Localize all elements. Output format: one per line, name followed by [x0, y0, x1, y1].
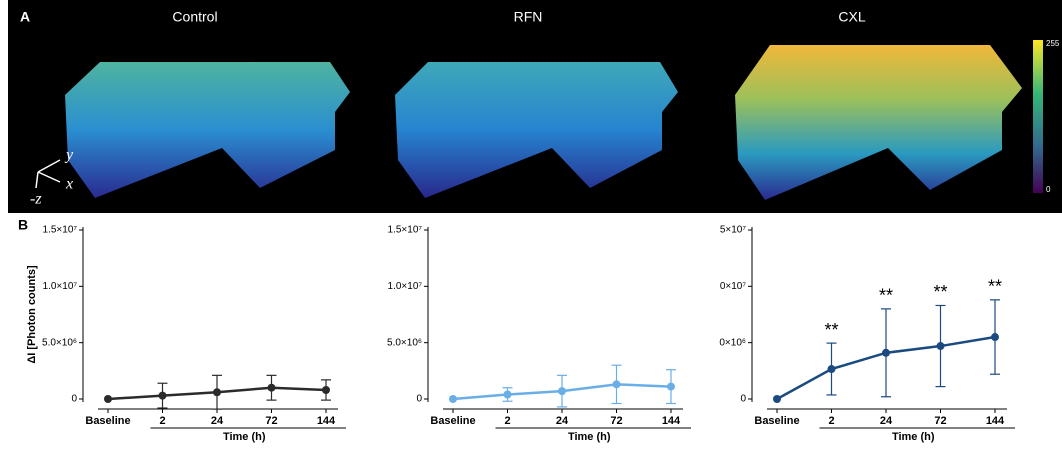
point [936, 342, 945, 351]
x-tick-label: Baseline [754, 415, 799, 427]
point [827, 365, 836, 374]
point [773, 395, 781, 403]
panel-title: RFN [514, 9, 543, 25]
x-tick-label: 144 [986, 415, 1005, 427]
annotation: ** [824, 320, 838, 340]
x-axis-label: Time (h) [892, 431, 935, 443]
panel-label: B [18, 217, 28, 233]
y-tick-label: 0 [416, 394, 422, 405]
axis-glyph-label: x [65, 176, 73, 193]
x-axis-label: Time (h) [223, 431, 266, 443]
axis-glyph [35, 159, 61, 189]
panel-title: CXL [838, 9, 865, 25]
y-axis-label: ΔI [Photon counts] [26, 265, 38, 364]
y-tick-label: 1.0×10⁷ [388, 281, 423, 292]
x-tick-label: 72 [934, 415, 946, 427]
panel-title: Control [172, 9, 217, 25]
y-tick-label: 1.5×10⁷ [388, 225, 423, 236]
x-tick-label: Baseline [430, 415, 475, 427]
volume-render [65, 62, 350, 198]
volume-render [735, 45, 1022, 200]
point [158, 391, 167, 400]
point [503, 390, 512, 399]
colorbar-label: 0 [1046, 185, 1051, 194]
x-tick-label: 24 [211, 415, 224, 427]
y-tick-label: 1.0×10⁷ [43, 281, 78, 292]
volume-render [395, 62, 678, 198]
annotation: ** [988, 277, 1002, 297]
x-tick-label: 2 [159, 415, 165, 427]
point [558, 387, 566, 396]
y-tick-label: 5.0×10⁶ [42, 337, 77, 348]
point [991, 333, 999, 342]
y-tick-label: 0×10⁶ [719, 337, 746, 348]
x-tick-label: 24 [556, 415, 569, 427]
point [449, 395, 457, 403]
x-tick-label: 144 [662, 415, 681, 427]
x-tick-label: 72 [265, 415, 277, 427]
point [322, 385, 330, 394]
point [667, 382, 675, 391]
colorbar [1033, 40, 1043, 193]
y-tick-label: 5×10⁷ [720, 225, 747, 236]
axis-glyph-label: y [64, 147, 74, 164]
x-tick-label: 72 [610, 415, 622, 427]
y-tick-label: 5.0×10⁶ [387, 337, 422, 348]
x-tick-label: Baseline [85, 415, 130, 427]
point [267, 383, 276, 392]
point [213, 388, 221, 397]
point [104, 395, 112, 403]
y-tick-label: 0 [740, 394, 746, 405]
x-tick-label: 2 [828, 415, 834, 427]
x-tick-label: 144 [317, 415, 336, 427]
y-tick-label: 0×10⁷ [720, 281, 747, 292]
x-tick-label: 2 [504, 415, 510, 427]
point [882, 348, 890, 357]
annotation: ** [879, 286, 893, 306]
annotation: ** [933, 282, 947, 302]
axis-glyph-label: -z [30, 191, 42, 208]
colorbar-label: 255 [1046, 39, 1060, 48]
x-axis-label: Time (h) [568, 431, 611, 443]
point [612, 380, 621, 389]
panel-label: A [20, 9, 30, 25]
x-tick-label: 24 [880, 415, 893, 427]
y-tick-label: 0 [71, 394, 77, 405]
y-tick-label: 1.5×10⁷ [43, 225, 78, 236]
